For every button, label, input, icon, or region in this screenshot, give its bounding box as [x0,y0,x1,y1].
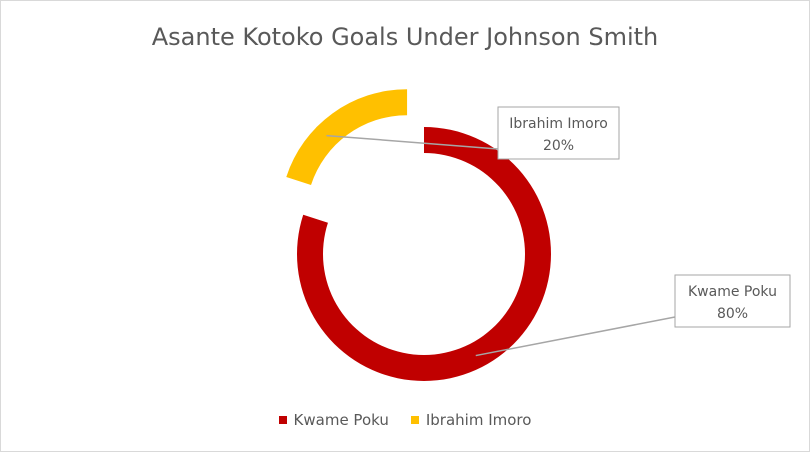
legend-item-kwame-poku: Kwame Poku [278,411,389,429]
leader-line-kwame-poku [475,316,676,357]
legend-swatch-kwame-poku [278,416,287,424]
legend-item-ibrahim-imoro: Ibrahim Imoro [410,411,532,429]
chart-title: Asante Kotoko Goals Under Johnson Smith [151,23,659,51]
data-label-name-kwame-poku: Kwame Poku [688,284,777,300]
data-label-value-kwame-poku: 80% [717,306,748,322]
data-label-value-ibrahim-imoro: 20% [543,138,574,154]
legend-label-ibrahim-imoro: Ibrahim Imoro [425,411,532,429]
callout-box-kwame-poku [674,274,791,328]
slice-kwame-poku [297,127,551,381]
legend: Kwame Poku Ibrahim Imoro [1,411,809,429]
callout-box-ibrahim-imoro [497,106,620,160]
slice-ibrahim-imoro [286,89,408,185]
leader-line-ibrahim-imoro [326,134,499,150]
legend-swatch-ibrahim-imoro [410,416,419,424]
legend-label-kwame-poku: Kwame Poku [293,411,389,429]
data-label-name-ibrahim-imoro: Ibrahim Imoro [509,116,608,132]
